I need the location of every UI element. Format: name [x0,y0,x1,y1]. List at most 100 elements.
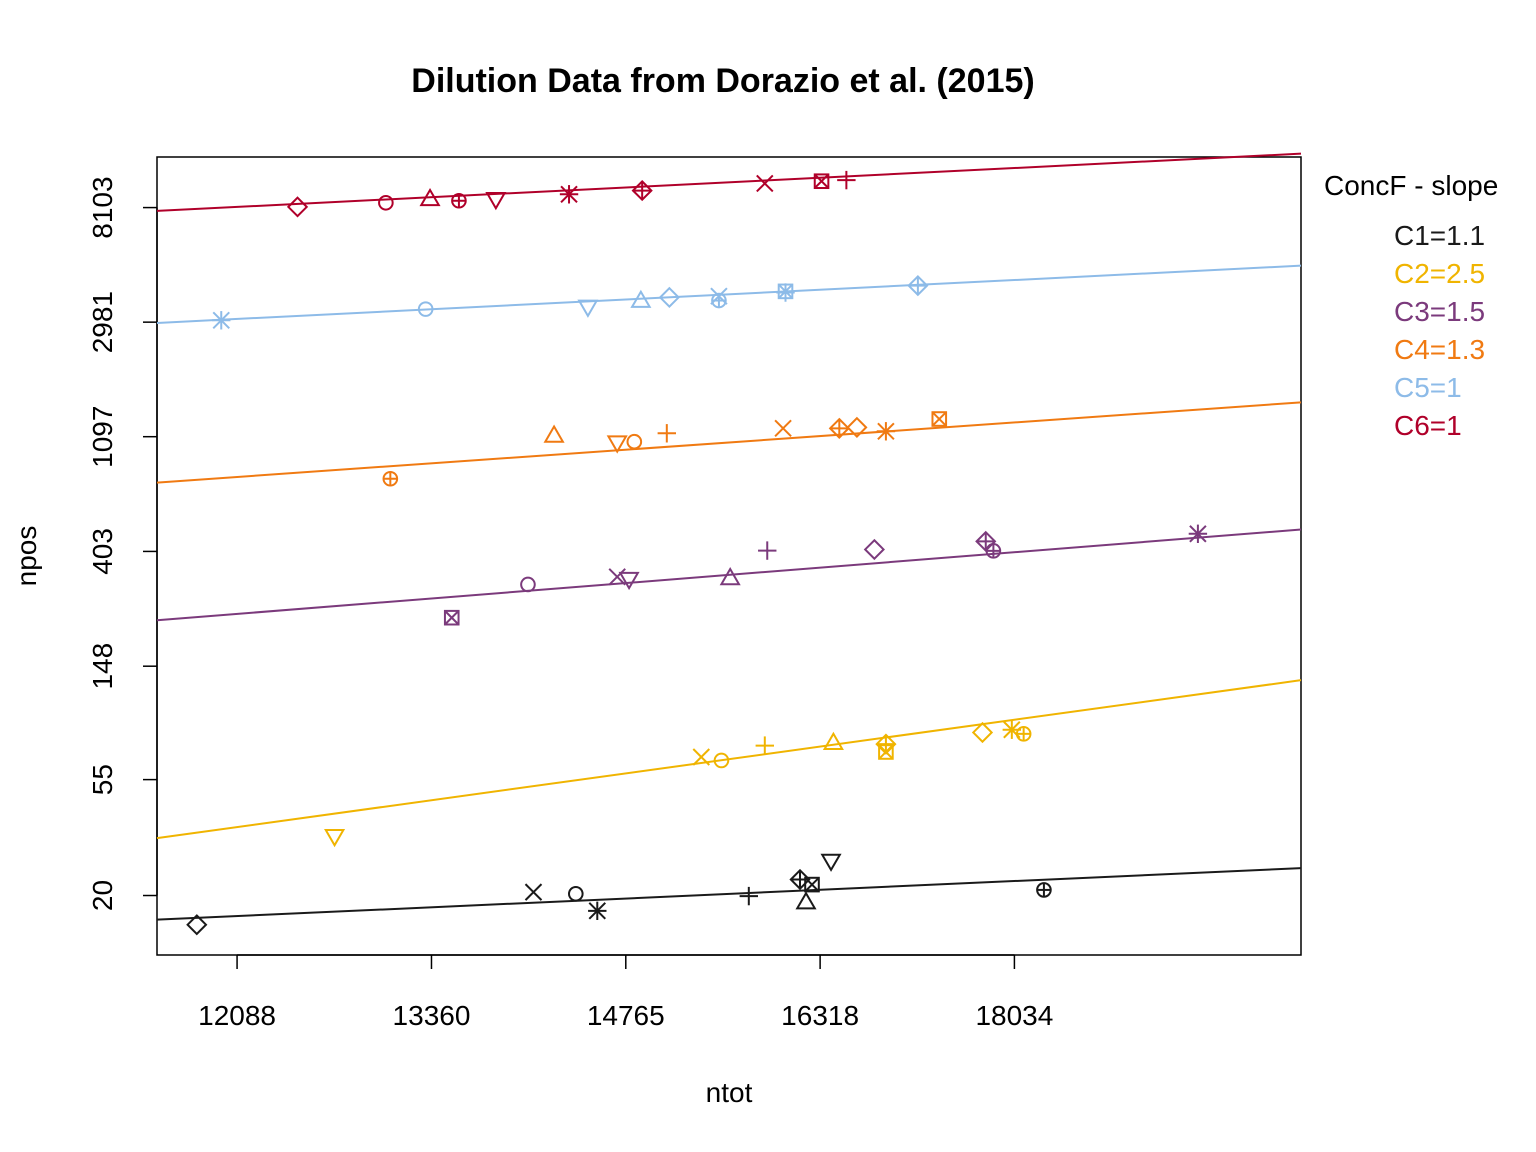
circle-mark [713,752,730,769]
legend-entry-2: C2=2.5 [1394,258,1485,289]
square-cross-mark [778,283,794,299]
asterisk-mark [877,422,895,440]
fit-line-1 [156,867,1302,921]
data-point-circle [378,194,394,211]
cross-mark [524,883,543,901]
diamond-mark [286,196,309,218]
legend-entry-3: C3=1.5 [1394,296,1485,327]
triangle-down-mark [485,192,507,211]
data-point-diamond-plus [631,179,653,202]
y-tick-label: 1097 [87,406,118,468]
data-point-triangle-up [419,187,441,207]
diamond-mark [971,721,994,744]
data-point-asterisk [876,422,896,441]
triangle-up-mark [419,187,441,207]
data-point-cross [608,568,626,586]
diamond-mark [658,286,680,309]
data-point-diamond [186,914,208,936]
data-point-circle-plus [711,292,727,309]
asterisk-mark [1189,525,1207,543]
data-point-triangle-down [618,571,640,591]
data-point-square-cross [443,609,460,626]
data-point-plus [657,424,677,443]
legend-entry-1: C1=1.1 [1394,220,1485,251]
data-point-asterisk [212,311,231,330]
triangle-down-mark [324,829,346,848]
circle-mark [417,301,434,317]
data-point-triangle-down [577,299,599,318]
square-cross-mark [443,609,460,626]
triangle-up-mark [719,567,741,586]
legend-entries: C1=1.1 C2=2.5 C3=1.5 C4=1.3 C5=1 C6=1 [1394,220,1485,441]
data-point-asterisk [559,185,579,204]
x-axis: 12088 13360 14765 16318 18034 [198,954,1053,1031]
triangle-down-mark [618,571,640,591]
data-point-plus [837,170,856,190]
cross-mark [692,748,710,766]
triangle-up-mark [630,289,652,308]
data-points [186,170,1208,936]
data-point-plus [755,736,774,755]
triangle-up-mark [822,731,844,750]
cross-mark [756,174,774,193]
legend: ConcF - slope C1=1.1 C2=2.5 C3=1.5 C4=1.3 C5… [1324,170,1498,441]
legend-entry-6: C6=1 [1394,410,1462,441]
data-point-square-cross [777,283,794,300]
x-tick-label: 12088 [198,1000,276,1031]
data-point-triangle-down [606,435,628,454]
square-cross-mark [878,744,894,760]
square-cross-mark [444,610,460,626]
data-point-diamond [971,721,994,744]
data-point-triangle-down [485,192,507,211]
circle-mark [520,576,536,593]
data-point-circle [417,301,434,317]
chart-title: Dilution Data from Dorazio et al. (2015) [411,62,1034,100]
triangle-up-mark [795,891,817,910]
asterisk-mark [1003,721,1021,739]
cross-mark [608,568,626,586]
data-point-circle [713,752,730,769]
data-point-cross [774,419,792,438]
data-point-diamond [863,538,885,561]
legend-title: ConcF - slope [1324,170,1498,201]
data-point-diamond-plus [975,530,997,552]
square-cross-mark [777,283,794,300]
data-point-cross [524,883,543,901]
data-point-circle [626,433,643,450]
triangle-down-mark [606,435,628,454]
data-point-diamond-plus [907,275,929,297]
data-point-diamond [846,416,868,438]
data-point-circle [520,576,536,593]
y-tick-label: 20 [87,880,118,911]
fit-lines [156,152,1302,921]
square-cross-mark [804,877,820,893]
legend-entry-5: C5=1 [1394,372,1462,403]
data-point-asterisk [588,901,607,921]
square-cross-mark [931,411,947,427]
data-point-triangle-down [324,829,346,848]
data-point-square-cross [813,173,830,190]
triangle-down-mark [577,299,599,318]
x-tick-label: 18034 [975,1000,1053,1031]
y-axis-label: npos [11,526,42,587]
fit-line-6 [156,152,1302,212]
asterisk-mark [588,902,606,920]
y-tick-label: 2981 [87,291,118,353]
data-point-circle-plus [382,470,399,487]
circle-mark [567,886,584,902]
data-point-diamond [286,196,309,218]
data-point-triangle-up [543,424,565,443]
x-tick-label: 16318 [781,1000,859,1031]
cross-mark [774,419,792,438]
data-point-circle [567,886,584,902]
data-point-diamond-plus [828,417,850,439]
diamond-mark [186,914,208,936]
square-cross-mark [813,173,830,190]
x-axis-label: ntot [706,1077,753,1108]
square-cross-mark [804,876,820,893]
data-point-circle-plus [1015,726,1032,742]
data-point-diamond [658,286,680,309]
square-cross-mark [931,411,948,427]
data-point-circle-plus [1036,882,1052,898]
